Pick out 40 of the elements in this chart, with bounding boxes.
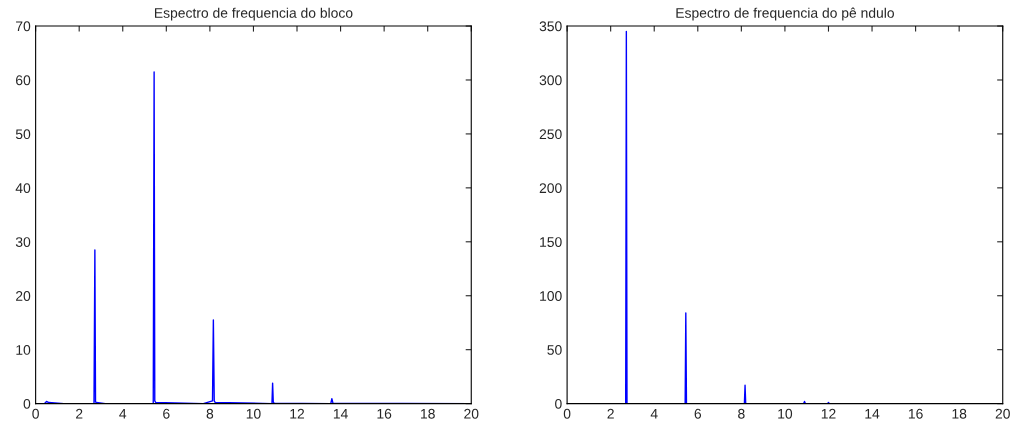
x-tick-label: 4 bbox=[119, 408, 127, 419]
x-tick-label: 2 bbox=[76, 408, 83, 419]
y-tick-label: 70 bbox=[16, 21, 31, 32]
y-tick-label: 10 bbox=[16, 345, 31, 355]
y-tick-label: 200 bbox=[539, 183, 562, 194]
y-tick-label: 300 bbox=[539, 75, 562, 86]
y-tick-label: 350 bbox=[539, 21, 562, 32]
chart-title: Espectro de frequencia do bloco bbox=[154, 7, 353, 21]
y-tick-label: 30 bbox=[15, 237, 31, 247]
x-tick-label: 16 bbox=[377, 408, 392, 419]
y-tick-label: 0 bbox=[23, 398, 31, 409]
x-tick-label: 18 bbox=[421, 408, 435, 419]
y-tick-label: 20 bbox=[16, 291, 31, 301]
x-tick-label: 6 bbox=[694, 408, 702, 419]
x-tick-label: 4 bbox=[650, 408, 658, 419]
x-tick-label: 10 bbox=[778, 408, 793, 419]
x-tick-label: 20 bbox=[995, 408, 1010, 419]
chart-title: Espectro de frequencia do pê ndulo bbox=[676, 7, 894, 21]
x-tick-label: 0 bbox=[563, 408, 571, 419]
x-tick-label: 20 bbox=[464, 408, 479, 419]
x-tick-label: 12 bbox=[290, 408, 305, 419]
x-tick-label: 10 bbox=[246, 408, 261, 419]
x-tick-label: 8 bbox=[206, 408, 214, 419]
x-tick-label: 8 bbox=[738, 408, 745, 419]
y-tick-label: 100 bbox=[540, 291, 562, 301]
x-tick-label: 12 bbox=[821, 408, 836, 419]
x-tick-label: 16 bbox=[908, 408, 923, 419]
x-tick-label: 14 bbox=[333, 408, 348, 419]
x-tick-label: 14 bbox=[865, 408, 880, 419]
y-tick-label: 60 bbox=[16, 75, 31, 86]
y-tick-label: 250 bbox=[539, 129, 562, 140]
x-tick-label: 0 bbox=[32, 408, 39, 419]
y-tick-label: 50 bbox=[547, 345, 562, 355]
x-tick-label: 6 bbox=[163, 408, 170, 419]
x-tick-label: 2 bbox=[607, 408, 614, 419]
x-tick-label: 18 bbox=[952, 408, 967, 419]
y-tick-label: 0 bbox=[555, 398, 562, 409]
y-tick-label: 50 bbox=[15, 129, 31, 140]
y-tick-label: 150 bbox=[540, 237, 562, 247]
y-tick-label: 40 bbox=[15, 183, 31, 194]
